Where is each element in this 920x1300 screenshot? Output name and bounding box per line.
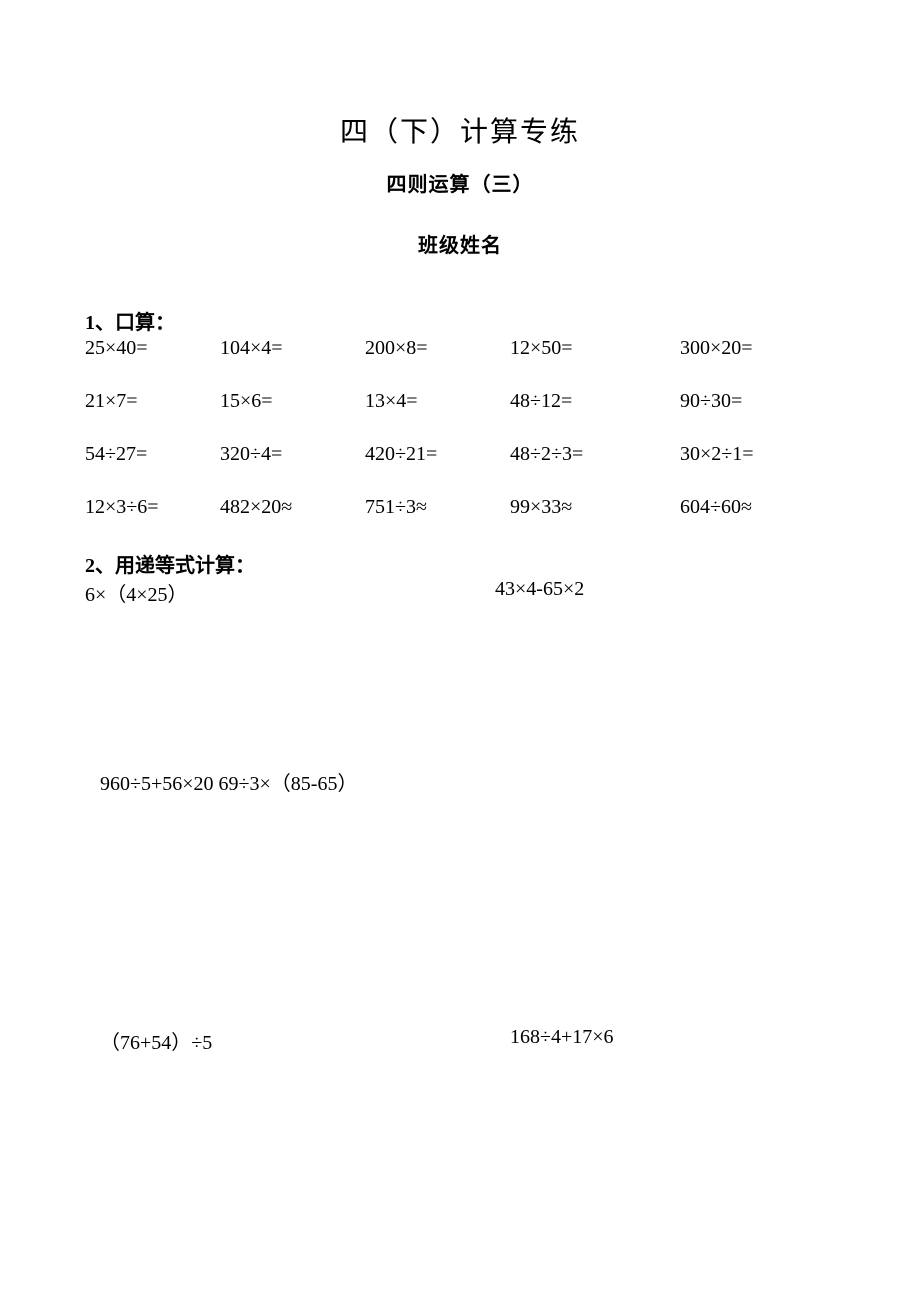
problems-row-1: 25×40= 104×4= 200×8= 12×50= 300×20= [85,337,835,360]
class-name-line: 班级姓名 [85,229,835,258]
equation-right [510,767,835,796]
problem-cell: 25×40= [85,337,220,360]
problems-row-2: 21×7= 15×6= 13×4= 48÷12= 90÷30= [85,390,835,413]
problem-cell: 15×6= [220,390,365,413]
problem-cell: 12×3÷6= [85,496,220,519]
problem-cell: 48÷2÷3= [510,443,680,466]
problem-cell: 12×50= [510,337,680,360]
equation-left: 6×（4×25） [85,578,495,607]
equation-row-1: 6×（4×25） 43×4-65×2 [85,578,835,607]
section2-label: 2、用递等式计算： [85,549,835,578]
page-subtitle: 四则运算（三） [85,168,835,197]
problems-row-4: 12×3÷6= 482×20≈ 751÷3≈ 99×33≈ 604÷60≈ [85,496,835,519]
section1-label: 1、口算： [85,306,835,335]
equation-row-2: 960÷5+56×20 69÷3×（85-65） [85,767,835,796]
problem-cell: 99×33≈ [510,496,680,519]
equation-left: （76+54）÷5 [100,1026,510,1055]
problem-cell: 200×8= [365,337,510,360]
problem-cell: 30×2÷1= [680,443,835,466]
problems-row-3: 54÷27= 320÷4= 420÷21= 48÷2÷3= 30×2÷1= [85,443,835,466]
equation-right: 43×4-65×2 [495,578,835,607]
equation-right: 168÷4+17×6 [510,1026,835,1055]
problem-cell: 104×4= [220,337,365,360]
problem-cell: 420÷21= [365,443,510,466]
problem-cell: 48÷12= [510,390,680,413]
problem-cell: 300×20= [680,337,835,360]
problem-cell: 13×4= [365,390,510,413]
problem-cell: 751÷3≈ [365,496,510,519]
equation-row-3: （76+54）÷5 168÷4+17×6 [85,1026,835,1055]
problem-cell: 320÷4= [220,443,365,466]
equation-left: 960÷5+56×20 69÷3×（85-65） [100,767,510,796]
page-title: 四（下）计算专练 [85,110,835,150]
problem-cell: 54÷27= [85,443,220,466]
problem-cell: 90÷30= [680,390,835,413]
problem-cell: 604÷60≈ [680,496,835,519]
problem-cell: 482×20≈ [220,496,365,519]
problem-cell: 21×7= [85,390,220,413]
